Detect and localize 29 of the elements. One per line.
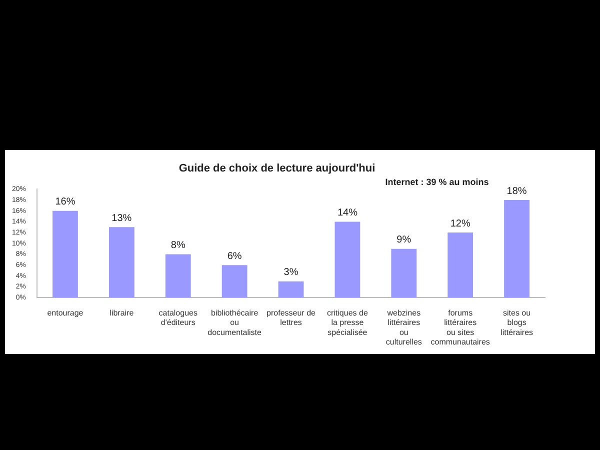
data-label: 6% [227,250,242,262]
bar [165,254,191,298]
data-label: 12% [450,218,470,230]
x-tick-label: catalogues d'éditeurs [158,308,198,328]
bar [391,248,417,298]
bar [222,265,248,298]
x-tick-label: libraire [110,308,134,318]
x-tick-label: webzines littéraires ou culturelles [386,308,422,346]
data-label: 16% [55,196,76,208]
bar [108,227,134,298]
chart-title: Guide de choix de lecture aujourd'hui [178,162,376,175]
data-label: 8% [170,240,186,251]
data-label: 3% [284,267,298,278]
x-tick-label: entourage [47,308,84,318]
x-tick-label: forums littéraires ou sites communautaires [430,308,490,346]
bar [334,222,360,298]
bar [278,281,304,298]
data-label: 13% [112,212,132,224]
text: Internet : 39 % au moins [385,177,489,188]
x-tick-label: professeur de lettres [266,308,316,328]
bar [504,200,530,298]
data-label: 9% [396,234,412,246]
x-tick-label: sites ou blogs littéraires [500,308,534,337]
bar [448,232,474,298]
data-label: 18% [506,186,527,197]
data-label: 14% [337,207,358,218]
bar [52,210,78,298]
x-tick-label: critiques de la presse spécialisée [326,308,368,337]
x-tick-label: bibliothécaire ou documentaliste [208,308,262,337]
